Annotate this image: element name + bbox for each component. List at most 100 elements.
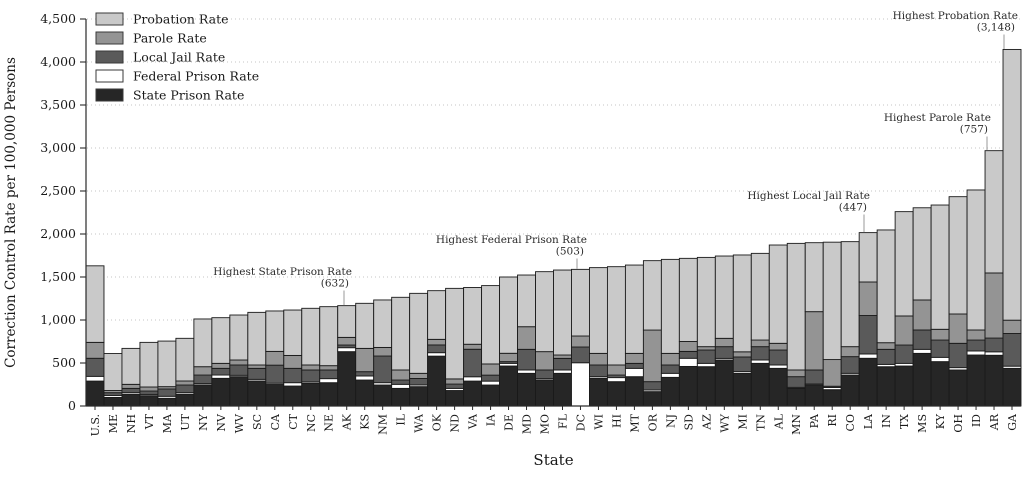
bar-OH	[948, 196, 968, 407]
bar-segment	[750, 359, 770, 364]
bar-segment	[355, 302, 375, 349]
bar-segment	[211, 374, 231, 379]
bar-segment	[696, 362, 716, 368]
bar-segment	[571, 335, 590, 348]
bar-segment	[391, 383, 411, 389]
bar-MD	[517, 274, 536, 407]
annotation-value: (503)	[556, 246, 584, 258]
bar-segment	[858, 315, 878, 355]
bar-segment	[696, 256, 716, 348]
bar-segment	[858, 281, 878, 316]
bar-segment	[211, 367, 231, 376]
bar-segment	[858, 232, 878, 283]
bar-segment	[175, 380, 195, 386]
bar-segment	[427, 355, 447, 407]
bar-segment	[768, 342, 788, 351]
bar-segment	[517, 274, 536, 328]
bar-segment	[912, 348, 932, 354]
bar-segment	[660, 258, 680, 354]
bar-segment	[840, 356, 860, 374]
bar-UT	[175, 337, 195, 407]
bar-segment	[930, 204, 950, 330]
bar-segment	[463, 343, 483, 350]
bar-segment	[193, 318, 213, 368]
bar-segment	[553, 269, 572, 356]
x-tick-label: NE	[323, 414, 336, 432]
bar-segment	[247, 367, 267, 380]
bar-segment	[265, 310, 285, 352]
bar-segment	[858, 353, 878, 359]
legend-swatch	[95, 69, 124, 83]
bar-segment	[445, 287, 465, 380]
x-tick-label: KY	[934, 413, 947, 429]
bar-segment	[193, 374, 213, 385]
bar-segment	[121, 347, 141, 385]
bar-segment	[283, 382, 303, 387]
x-tick-label: NM	[377, 414, 390, 435]
bar-segment	[337, 305, 357, 338]
bar-segment	[840, 241, 860, 348]
bar-segment	[571, 362, 590, 407]
bar-segment	[85, 357, 105, 377]
bar-MA	[157, 340, 177, 407]
bar-segment	[499, 352, 518, 363]
bar-NV	[211, 317, 231, 407]
bar-segment	[481, 363, 501, 376]
bar-segment	[804, 242, 824, 313]
bar-segment	[966, 329, 986, 341]
x-tick-label: CT	[287, 413, 300, 429]
bar-CT	[283, 309, 303, 407]
annotation-value: (757)	[960, 124, 988, 136]
bar-segment	[678, 350, 698, 359]
bar-ID	[966, 189, 986, 407]
annotation-label: Highest Probation Rate	[893, 10, 1018, 22]
bar-segment	[535, 271, 554, 353]
bar-segment	[624, 367, 644, 378]
bar-segment	[804, 369, 824, 385]
x-tick-label: FL	[557, 413, 570, 429]
bar-segment	[535, 379, 554, 407]
bar-segment	[732, 254, 752, 353]
bar-segment	[373, 299, 393, 348]
bar-segment	[984, 272, 1004, 339]
bar-segment	[445, 378, 465, 385]
bar-VA	[463, 287, 483, 407]
bar-segment	[894, 365, 914, 407]
bar-segment	[121, 387, 141, 394]
bar-segment	[499, 276, 518, 354]
bar-segment	[139, 386, 159, 392]
x-tick-label: GA	[1006, 413, 1019, 431]
bar-segment	[606, 381, 626, 407]
bar-segment	[373, 346, 393, 357]
bar-segment	[822, 241, 842, 361]
legend-label: State Prison Rate	[133, 88, 244, 103]
bar-segment	[337, 336, 357, 346]
x-tick-label: OR	[646, 413, 659, 431]
bar-segment	[984, 351, 1004, 356]
bar-AR	[984, 150, 1004, 407]
bar-segment	[966, 339, 986, 352]
bar-segment	[732, 351, 752, 358]
bar-segment	[1002, 319, 1022, 334]
y-tick-label: 0	[68, 398, 76, 413]
bar-segment	[409, 378, 429, 386]
bar-WI	[589, 267, 608, 407]
legend-label: Local Jail Rate	[133, 50, 225, 65]
bar-NC	[301, 307, 321, 407]
y-axis-ticks: 0 500 1,000 1,500 2,000 2,500 3,000 3,500 4,000 4…	[40, 11, 86, 413]
bar-segment	[517, 348, 536, 371]
bar-segment	[660, 364, 680, 374]
bar-segment	[948, 196, 968, 315]
bar-segment	[103, 396, 123, 407]
bar-segment	[822, 389, 842, 407]
y-tick-label: 4,000	[40, 54, 76, 69]
bar-segment	[768, 364, 788, 369]
bar-DC	[571, 268, 590, 407]
y-tick-label: 2,000	[40, 226, 76, 241]
x-tick-label: ND	[449, 414, 462, 433]
bar-KS	[355, 302, 375, 407]
bar-segment	[301, 364, 321, 371]
bar-segment	[786, 387, 806, 407]
bar-segment	[463, 376, 483, 382]
bar-segment	[786, 242, 806, 371]
